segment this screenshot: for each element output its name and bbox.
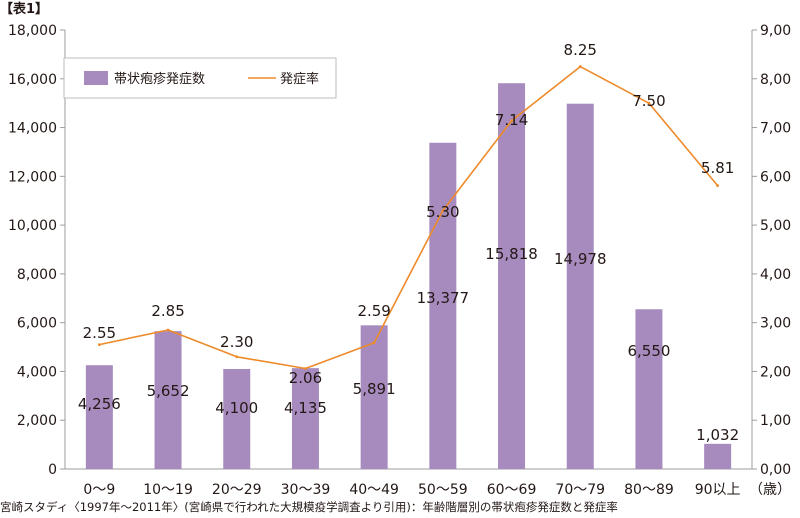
x-tick-label: 50〜59 [418, 482, 468, 498]
y-left-tick-label: 8,000 [17, 267, 57, 283]
bar-value-label: 4,100 [215, 399, 258, 417]
line-point [441, 209, 445, 212]
y-left-tick-label: 6,000 [17, 316, 57, 332]
bar-value-label: 14,978 [554, 250, 607, 268]
y-left-tick-label: 0 [48, 462, 57, 478]
legend: 帯状疱疹発症数 発症率 [63, 57, 337, 99]
x-tick-label: 0〜9 [83, 482, 115, 498]
legend-bar-label: 帯状疱疹発症数 [114, 71, 205, 87]
line-point [578, 65, 582, 68]
line-point [716, 184, 720, 188]
line-point [304, 367, 307, 370]
axes: 0 2,000 4,000 6,000 8,000 10,000 12,000 14,000 1… [8, 23, 791, 498]
line-point [372, 341, 376, 345]
bar-value-label: 1,032 [696, 426, 739, 444]
bar [498, 83, 526, 469]
bar-value-label: 15,818 [485, 245, 538, 263]
bar [85, 365, 113, 469]
bar [223, 369, 251, 469]
y-right-tick-label: 6,00 [760, 169, 791, 185]
bar-value-label: 4,256 [78, 395, 121, 413]
line-point [235, 355, 239, 359]
y-right-tick-label: 7,00 [760, 121, 791, 137]
y-right-tick-label: 5,00 [760, 218, 791, 234]
y-left-tick-label: 10,000 [8, 218, 57, 234]
bar [704, 443, 732, 469]
bar-value-label: 4,135 [284, 399, 327, 417]
rate-line [99, 65, 719, 370]
rate-value-label: 2.55 [83, 324, 116, 342]
bar [154, 331, 182, 469]
y-right-tick-label: 0,00 [760, 462, 791, 478]
bar [291, 368, 319, 469]
x-tick-label: 80〜89 [624, 482, 674, 498]
line-point [510, 119, 513, 123]
x-axis-unit-label: （歳） [749, 482, 791, 498]
rate-value-label: 5.81 [701, 159, 734, 177]
line-point [166, 328, 170, 332]
y-left-tick-label: 16,000 [8, 72, 57, 88]
legend-line-label: 発症率 [280, 71, 319, 87]
footer-caption: 宮崎スタディ〈1997年〜2011年〉(宮崎県で行われた大規模疫学調査より引用)… [0, 500, 618, 514]
y-left-tick-label: 2,000 [17, 413, 57, 429]
line-point [97, 343, 101, 347]
y-left-tick-label: 18,000 [8, 23, 57, 39]
line-point [647, 101, 651, 105]
bar-value-label: 5,891 [353, 380, 396, 398]
bar [635, 309, 663, 469]
bar-value-label: 5,652 [147, 382, 190, 400]
data-labels: 4,256 5,652 4,100 4,135 5,891 13,377 15,818 14,… [78, 41, 739, 444]
x-tick-label: 10〜19 [143, 482, 193, 498]
y-right-tick-label: 4,00 [760, 267, 791, 283]
bar-value-label: 13,377 [417, 289, 470, 307]
rate-value-label: 7.14 [495, 111, 528, 129]
rate-value-label: 7.50 [632, 92, 665, 110]
y-left-tick-label: 14,000 [8, 121, 57, 137]
y-right-tick-label: 2,00 [760, 364, 791, 380]
x-tick-label: 20〜29 [212, 482, 262, 498]
x-tick-label: 40〜49 [349, 482, 399, 498]
x-tick-label: 30〜39 [281, 482, 331, 498]
y-right-tick-label: 9,00 [760, 23, 791, 39]
y-left-tick-label: 4,000 [17, 364, 57, 380]
y-left-tick-label: 12,000 [8, 169, 57, 185]
rate-value-label: 5.30 [426, 203, 459, 221]
line-series [97, 65, 720, 370]
bar [360, 325, 388, 469]
x-tick-label: 90以上 [695, 482, 741, 498]
y-right-tick-label: 1,00 [760, 413, 791, 429]
table-label: 【表1】 [0, 1, 48, 17]
rate-value-label: 2.59 [357, 302, 390, 320]
rate-value-label: 2.85 [151, 302, 184, 320]
x-tick-label: 60〜69 [487, 482, 537, 498]
y-right-tick-label: 3,00 [760, 316, 791, 332]
bar [566, 103, 594, 470]
rate-value-label: 2.06 [289, 369, 322, 387]
legend-bar-swatch [84, 71, 108, 85]
rate-value-label: 8.25 [564, 41, 597, 59]
y-right-tick-label: 8,00 [760, 72, 791, 88]
bar-series [85, 83, 732, 470]
x-tick-label: 70〜79 [555, 482, 605, 498]
legend-box [63, 57, 337, 99]
bar [429, 142, 457, 470]
rate-value-label: 2.30 [220, 333, 253, 351]
bar-value-label: 6,550 [627, 342, 670, 360]
